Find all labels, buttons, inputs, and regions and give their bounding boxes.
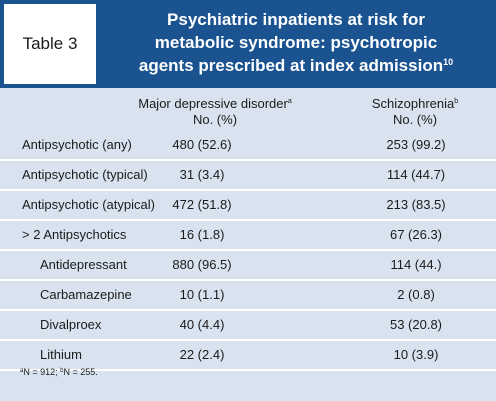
title-reference: 10 <box>443 57 454 67</box>
title-line-3: agents prescribed at index admission10 <box>102 54 490 77</box>
cell-scz: 213 (83.5) <box>386 197 446 212</box>
table-header: Table 3 Psychiatric inpatients at risk f… <box>0 0 496 88</box>
mdd-footnote-mark: a <box>287 98 292 105</box>
footnote-mark-a: a <box>20 368 24 374</box>
row-label: Antipsychotic (atypical) <box>22 197 155 212</box>
cell-mdd: 880 (96.5) <box>172 257 232 272</box>
row-label: Divalproex <box>40 317 102 332</box>
column-header-scz: Schizophreniab No. (%) <box>345 96 485 128</box>
cell-scz: 114 (44.) <box>390 257 442 272</box>
title-line-1: Psychiatric inpatients at risk for <box>167 10 425 29</box>
cell-scz: 2 (0.8) <box>397 287 435 302</box>
table-label: Table 3 <box>22 34 78 53</box>
column-header-mdd-name: Major depressive disordera <box>120 96 310 112</box>
column-header-scz-name: Schizophreniab <box>345 96 485 112</box>
row-label: Carbamazepine <box>40 287 132 302</box>
column-header-mdd-unit: No. (%) <box>192 112 238 127</box>
row-label: Antidepressant <box>40 257 127 272</box>
table-footnote: aN = 912; bN = 255. <box>20 367 98 377</box>
table-body: Antipsychotic (any) 480 (52.6) 253 (99.2… <box>0 131 496 371</box>
table-row: Lithium 22 (2.4) 10 (3.9) <box>0 341 496 371</box>
cell-mdd: 40 (4.4) <box>179 317 225 332</box>
cell-mdd: 22 (2.4) <box>179 347 225 362</box>
footnote-b-text: N = 255. <box>63 367 98 377</box>
cell-scz: 253 (99.2) <box>386 137 446 152</box>
cell-mdd: 16 (1.8) <box>179 227 225 242</box>
cell-mdd: 480 (52.6) <box>172 137 232 152</box>
cell-scz: 10 (3.9) <box>393 347 439 362</box>
mdd-name-text: Major depressive disorder <box>138 96 288 111</box>
cell-scz: 67 (26.3) <box>389 227 443 242</box>
cell-mdd: 10 (1.1) <box>179 287 225 302</box>
footnote-a-text: N = 912; <box>23 367 61 377</box>
footnote-mark-b: b <box>60 368 64 374</box>
row-label: Antipsychotic (any) <box>22 137 132 152</box>
table-row: Antipsychotic (atypical) 472 (51.8) 213 … <box>0 191 496 221</box>
cell-scz: 53 (20.8) <box>389 317 443 332</box>
table-row: Carbamazepine 10 (1.1) 2 (0.8) <box>0 281 496 311</box>
title-line-2: metabolic syndrome: psychotropic <box>154 33 438 52</box>
table-label-badge: Table 3 <box>3 3 97 85</box>
table-row: Divalproex 40 (4.4) 53 (20.8) <box>0 311 496 341</box>
cell-mdd: 472 (51.8) <box>172 197 232 212</box>
table-row: Antipsychotic (typical) 31 (3.4) 114 (44… <box>0 161 496 191</box>
column-header-mdd: Major depressive disordera No. (%) <box>120 96 310 128</box>
cell-mdd: 31 (3.4) <box>179 167 225 182</box>
cell-scz: 114 (44.7) <box>386 167 446 182</box>
row-label: Antipsychotic (typical) <box>22 167 148 182</box>
table-title: Psychiatric inpatients at risk for metab… <box>102 8 490 77</box>
row-label: Lithium <box>40 347 82 362</box>
table-row: Antipsychotic (any) 480 (52.6) 253 (99.2… <box>0 131 496 161</box>
column-header-scz-unit: No. (%) <box>392 112 438 127</box>
table-row: > 2 Antipsychotics 16 (1.8) 67 (26.3) <box>0 221 496 251</box>
scz-name-text: Schizophrenia <box>371 96 455 111</box>
table-row: Antidepressant 880 (96.5) 114 (44.) <box>0 251 496 281</box>
title-line-3-text: agents prescribed at index admission <box>138 56 444 75</box>
row-label: > 2 Antipsychotics <box>22 227 127 242</box>
scz-footnote-mark: b <box>454 98 459 105</box>
